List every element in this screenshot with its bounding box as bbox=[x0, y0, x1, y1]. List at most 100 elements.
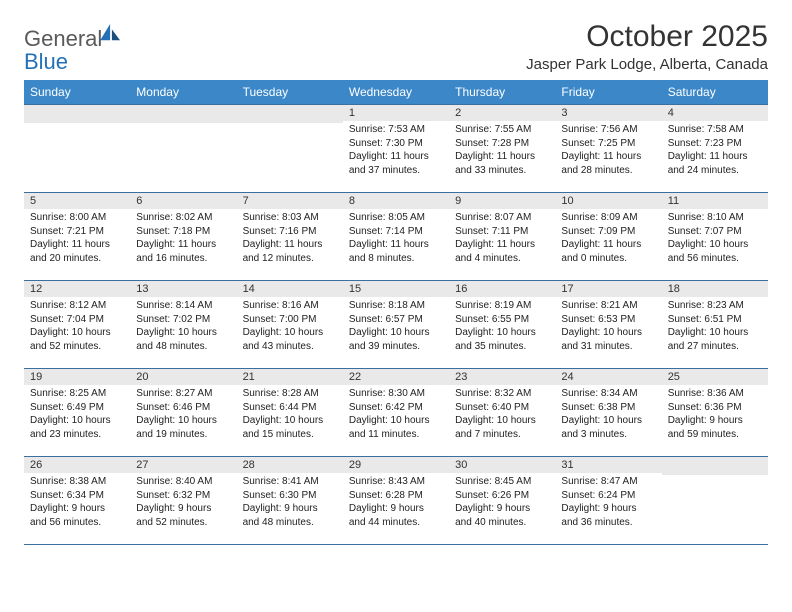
header: General Blue October 2025 Jasper Park Lo… bbox=[24, 20, 768, 74]
day-number: 31 bbox=[555, 457, 661, 473]
day-number: 1 bbox=[343, 105, 449, 121]
location-label: Jasper Park Lodge, Alberta, Canada bbox=[526, 56, 768, 73]
day-details: Sunrise: 8:32 AMSunset: 6:40 PMDaylight:… bbox=[449, 385, 555, 445]
day-details: Sunrise: 7:53 AMSunset: 7:30 PMDaylight:… bbox=[343, 121, 449, 181]
day-details: Sunrise: 8:43 AMSunset: 6:28 PMDaylight:… bbox=[343, 473, 449, 533]
brand-part1: General bbox=[24, 26, 102, 51]
day-header: Thursday bbox=[449, 80, 555, 105]
day-number: 14 bbox=[237, 281, 343, 297]
day-details: Sunrise: 8:10 AMSunset: 7:07 PMDaylight:… bbox=[662, 209, 768, 269]
day-details: Sunrise: 8:36 AMSunset: 6:36 PMDaylight:… bbox=[662, 385, 768, 445]
calendar-week-row: 5Sunrise: 8:00 AMSunset: 7:21 PMDaylight… bbox=[24, 193, 768, 281]
day-details: Sunrise: 8:47 AMSunset: 6:24 PMDaylight:… bbox=[555, 473, 661, 533]
brand-logo: General Blue bbox=[24, 24, 122, 74]
day-details: Sunrise: 8:02 AMSunset: 7:18 PMDaylight:… bbox=[130, 209, 236, 269]
calendar-day-cell: 14Sunrise: 8:16 AMSunset: 7:00 PMDayligh… bbox=[237, 281, 343, 369]
calendar-day-cell: 5Sunrise: 8:00 AMSunset: 7:21 PMDaylight… bbox=[24, 193, 130, 281]
calendar-day-cell: 8Sunrise: 8:05 AMSunset: 7:14 PMDaylight… bbox=[343, 193, 449, 281]
day-details: Sunrise: 8:28 AMSunset: 6:44 PMDaylight:… bbox=[237, 385, 343, 445]
day-number: 19 bbox=[24, 369, 130, 385]
day-number: 3 bbox=[555, 105, 661, 121]
calendar-day-cell: 12Sunrise: 8:12 AMSunset: 7:04 PMDayligh… bbox=[24, 281, 130, 369]
calendar-day-cell: 10Sunrise: 8:09 AMSunset: 7:09 PMDayligh… bbox=[555, 193, 661, 281]
sail-icon bbox=[100, 24, 122, 42]
day-number: 28 bbox=[237, 457, 343, 473]
calendar-day-cell: 6Sunrise: 8:02 AMSunset: 7:18 PMDaylight… bbox=[130, 193, 236, 281]
day-number: 21 bbox=[237, 369, 343, 385]
day-details: Sunrise: 8:21 AMSunset: 6:53 PMDaylight:… bbox=[555, 297, 661, 357]
day-number: 2 bbox=[449, 105, 555, 121]
calendar-day-cell: 21Sunrise: 8:28 AMSunset: 6:44 PMDayligh… bbox=[237, 369, 343, 457]
day-number: 18 bbox=[662, 281, 768, 297]
calendar-day-cell: 20Sunrise: 8:27 AMSunset: 6:46 PMDayligh… bbox=[130, 369, 236, 457]
day-details: Sunrise: 8:07 AMSunset: 7:11 PMDaylight:… bbox=[449, 209, 555, 269]
calendar-day-cell bbox=[24, 105, 130, 193]
calendar-body: 1Sunrise: 7:53 AMSunset: 7:30 PMDaylight… bbox=[24, 105, 768, 545]
day-number: 20 bbox=[130, 369, 236, 385]
day-number: 22 bbox=[343, 369, 449, 385]
calendar-day-cell: 27Sunrise: 8:40 AMSunset: 6:32 PMDayligh… bbox=[130, 457, 236, 545]
calendar-day-cell: 25Sunrise: 8:36 AMSunset: 6:36 PMDayligh… bbox=[662, 369, 768, 457]
day-number: 23 bbox=[449, 369, 555, 385]
calendar-week-row: 19Sunrise: 8:25 AMSunset: 6:49 PMDayligh… bbox=[24, 369, 768, 457]
calendar-day-cell: 17Sunrise: 8:21 AMSunset: 6:53 PMDayligh… bbox=[555, 281, 661, 369]
day-details: Sunrise: 8:30 AMSunset: 6:42 PMDaylight:… bbox=[343, 385, 449, 445]
calendar-day-cell bbox=[662, 457, 768, 545]
day-details: Sunrise: 8:40 AMSunset: 6:32 PMDaylight:… bbox=[130, 473, 236, 533]
day-number: 6 bbox=[130, 193, 236, 209]
day-header: Wednesday bbox=[343, 80, 449, 105]
day-header: Friday bbox=[555, 80, 661, 105]
calendar-day-cell: 31Sunrise: 8:47 AMSunset: 6:24 PMDayligh… bbox=[555, 457, 661, 545]
day-number: 7 bbox=[237, 193, 343, 209]
day-details: Sunrise: 8:00 AMSunset: 7:21 PMDaylight:… bbox=[24, 209, 130, 269]
calendar-day-cell: 23Sunrise: 8:32 AMSunset: 6:40 PMDayligh… bbox=[449, 369, 555, 457]
empty-day-content bbox=[237, 123, 343, 183]
day-details: Sunrise: 8:23 AMSunset: 6:51 PMDaylight:… bbox=[662, 297, 768, 357]
day-number: 17 bbox=[555, 281, 661, 297]
day-number: 30 bbox=[449, 457, 555, 473]
day-number: 5 bbox=[24, 193, 130, 209]
day-details: Sunrise: 8:05 AMSunset: 7:14 PMDaylight:… bbox=[343, 209, 449, 269]
empty-day-content bbox=[662, 475, 768, 535]
brand-part2: Blue bbox=[24, 49, 68, 74]
day-number: 11 bbox=[662, 193, 768, 209]
day-number: 25 bbox=[662, 369, 768, 385]
calendar-day-cell: 19Sunrise: 8:25 AMSunset: 6:49 PMDayligh… bbox=[24, 369, 130, 457]
empty-day-number bbox=[237, 105, 343, 123]
day-details: Sunrise: 8:38 AMSunset: 6:34 PMDaylight:… bbox=[24, 473, 130, 533]
empty-day-number bbox=[662, 457, 768, 475]
day-details: Sunrise: 8:14 AMSunset: 7:02 PMDaylight:… bbox=[130, 297, 236, 357]
calendar-day-cell: 9Sunrise: 8:07 AMSunset: 7:11 PMDaylight… bbox=[449, 193, 555, 281]
day-details: Sunrise: 8:12 AMSunset: 7:04 PMDaylight:… bbox=[24, 297, 130, 357]
day-details: Sunrise: 8:16 AMSunset: 7:00 PMDaylight:… bbox=[237, 297, 343, 357]
day-details: Sunrise: 8:25 AMSunset: 6:49 PMDaylight:… bbox=[24, 385, 130, 445]
day-details: Sunrise: 8:27 AMSunset: 6:46 PMDaylight:… bbox=[130, 385, 236, 445]
day-details: Sunrise: 8:45 AMSunset: 6:26 PMDaylight:… bbox=[449, 473, 555, 533]
day-details: Sunrise: 7:58 AMSunset: 7:23 PMDaylight:… bbox=[662, 121, 768, 181]
day-details: Sunrise: 7:56 AMSunset: 7:25 PMDaylight:… bbox=[555, 121, 661, 181]
calendar-day-cell: 24Sunrise: 8:34 AMSunset: 6:38 PMDayligh… bbox=[555, 369, 661, 457]
calendar-day-cell: 28Sunrise: 8:41 AMSunset: 6:30 PMDayligh… bbox=[237, 457, 343, 545]
calendar-day-cell: 18Sunrise: 8:23 AMSunset: 6:51 PMDayligh… bbox=[662, 281, 768, 369]
day-details: Sunrise: 8:09 AMSunset: 7:09 PMDaylight:… bbox=[555, 209, 661, 269]
calendar-page: General Blue October 2025 Jasper Park Lo… bbox=[0, 0, 792, 545]
calendar-week-row: 12Sunrise: 8:12 AMSunset: 7:04 PMDayligh… bbox=[24, 281, 768, 369]
calendar-day-cell: 29Sunrise: 8:43 AMSunset: 6:28 PMDayligh… bbox=[343, 457, 449, 545]
month-title: October 2025 bbox=[526, 20, 768, 54]
day-number: 9 bbox=[449, 193, 555, 209]
day-header: Monday bbox=[130, 80, 236, 105]
calendar-day-cell bbox=[237, 105, 343, 193]
day-number: 13 bbox=[130, 281, 236, 297]
day-details: Sunrise: 8:41 AMSunset: 6:30 PMDaylight:… bbox=[237, 473, 343, 533]
calendar-day-cell: 22Sunrise: 8:30 AMSunset: 6:42 PMDayligh… bbox=[343, 369, 449, 457]
empty-day-number bbox=[24, 105, 130, 123]
day-number: 26 bbox=[24, 457, 130, 473]
calendar-week-row: 1Sunrise: 7:53 AMSunset: 7:30 PMDaylight… bbox=[24, 105, 768, 193]
day-details: Sunrise: 7:55 AMSunset: 7:28 PMDaylight:… bbox=[449, 121, 555, 181]
calendar-day-cell: 15Sunrise: 8:18 AMSunset: 6:57 PMDayligh… bbox=[343, 281, 449, 369]
day-header: Sunday bbox=[24, 80, 130, 105]
day-details: Sunrise: 8:34 AMSunset: 6:38 PMDaylight:… bbox=[555, 385, 661, 445]
calendar-table: SundayMondayTuesdayWednesdayThursdayFrid… bbox=[24, 80, 768, 545]
empty-day-content bbox=[130, 123, 236, 183]
day-number: 15 bbox=[343, 281, 449, 297]
